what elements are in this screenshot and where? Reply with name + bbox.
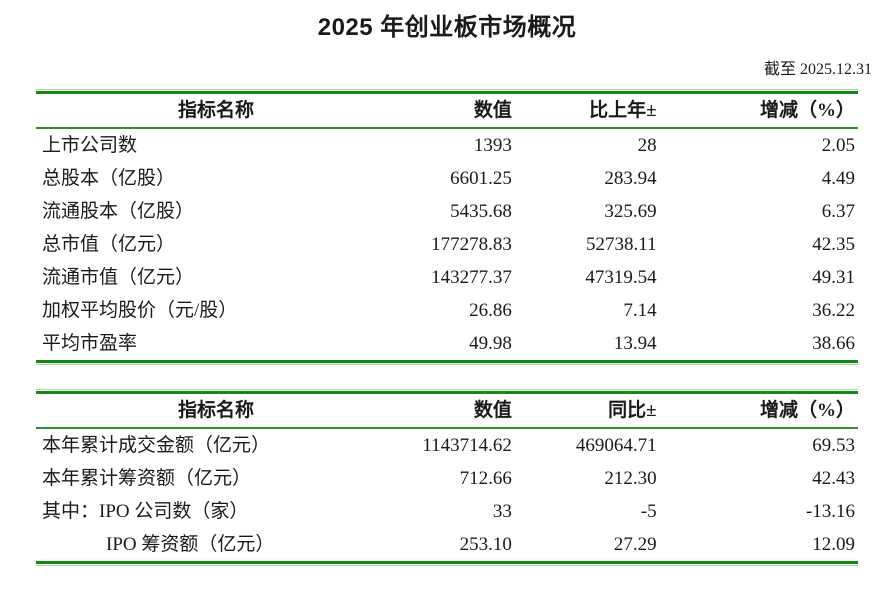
cell-indicator: 上市公司数 xyxy=(42,135,138,156)
cell-pct: 42.43 xyxy=(812,468,855,489)
cell-value: 143277.37 xyxy=(431,267,512,288)
col-header-indicator: 指标名称 xyxy=(36,94,397,129)
cell-pct: 12.09 xyxy=(812,534,855,555)
table-row: 上市公司数 1393 28 2.05 xyxy=(36,128,858,162)
table-row: 总市值（亿元） 177278.83 52738.11 42.35 xyxy=(36,228,858,261)
cell-indicator: 加权平均股价（元/股） xyxy=(42,300,238,321)
cell-change: 469064.71 xyxy=(575,435,657,456)
cell-change: 28 xyxy=(637,135,657,156)
col-header-pct: 增减（%） xyxy=(656,394,858,429)
table-row: IPO 筹资额（亿元） 253.10 27.29 12.09 xyxy=(36,528,858,561)
page: 2025 年创业板市场概况 截至 2025.12.31 指标名称 数值 比上年±… xyxy=(0,11,894,596)
table-row: 平均市盈率 49.98 13.94 38.66 xyxy=(36,327,858,360)
cell-value: 712.66 xyxy=(459,468,512,489)
cell-pct: 38.66 xyxy=(812,333,855,354)
cell-pct: 49.31 xyxy=(812,267,855,288)
cell-indicator: 流通股本（亿股） xyxy=(42,201,195,222)
market-overview-table: 指标名称 数值 比上年± 增减（%） 上市公司数 1393 28 2.05 总股… xyxy=(36,89,858,365)
cell-value: 49.98 xyxy=(469,333,512,354)
cell-indicator: 平均市盈率 xyxy=(42,333,138,354)
cell-value: 5435.68 xyxy=(450,201,512,222)
col-header-value: 数值 xyxy=(396,94,512,129)
cell-change: 13.94 xyxy=(613,333,657,354)
cell-change: 47319.54 xyxy=(585,267,657,288)
cell-indicator: 总股本（亿股） xyxy=(42,168,176,189)
table-row: 本年累计成交金额（亿元） 1143714.62 469064.71 69.53 xyxy=(36,428,858,462)
table-row: 总股本（亿股） 6601.25 283.94 4.49 xyxy=(36,162,858,195)
cell-change: 212.30 xyxy=(604,468,657,489)
cell-pct: -13.16 xyxy=(805,501,855,522)
cell-change: 27.29 xyxy=(613,534,657,555)
table-top-rule xyxy=(36,389,858,394)
col-header-change: 比上年± xyxy=(511,94,657,129)
cell-value: 1143714.62 xyxy=(422,435,512,456)
yearly-cumulative-table: 指标名称 数值 同比± 增减（%） 本年累计成交金额（亿元） 1143714.6… xyxy=(36,389,858,566)
yearly-cumulative-grid: 指标名称 数值 同比± 增减（%） 本年累计成交金额（亿元） 1143714.6… xyxy=(36,394,858,561)
cell-value: 26.86 xyxy=(469,300,512,321)
cell-change: -5 xyxy=(640,501,657,522)
col-header-value: 数值 xyxy=(396,394,512,429)
cell-value: 33 xyxy=(492,501,512,522)
cell-pct: 36.22 xyxy=(812,300,855,321)
cell-change: 7.14 xyxy=(623,300,657,321)
table-row: 本年累计筹资额（亿元） 712.66 212.30 42.43 xyxy=(36,462,858,495)
table-bottom-rule xyxy=(36,360,858,365)
cell-pct: 4.49 xyxy=(821,168,855,189)
col-header-pct: 增减（%） xyxy=(656,94,858,129)
table-row: 流通市值（亿元） 143277.37 47319.54 49.31 xyxy=(36,261,858,294)
cell-value: 1393 xyxy=(473,135,512,156)
cell-change: 283.94 xyxy=(604,168,657,189)
cell-indicator: 本年累计筹资额（亿元） xyxy=(42,468,252,489)
cell-pct: 42.35 xyxy=(812,234,855,255)
cell-indicator: 总市值（亿元） xyxy=(42,234,176,255)
market-overview-grid: 指标名称 数值 比上年± 增减（%） 上市公司数 1393 28 2.05 总股… xyxy=(36,94,858,360)
cell-value: 177278.83 xyxy=(431,234,512,255)
col-header-yoy: 同比± xyxy=(511,394,657,429)
cell-pct: 2.05 xyxy=(821,135,855,156)
table-row: 其中：IPO 公司数（家） 33 -5 -13.16 xyxy=(36,495,858,528)
cell-indicator: 本年累计成交金额（亿元） xyxy=(42,435,271,456)
cell-indicator: 流通市值（亿元） xyxy=(42,267,195,288)
cell-change: 52738.11 xyxy=(586,234,657,255)
cell-indicator: 其中：IPO 公司数（家） xyxy=(42,501,249,522)
table-header-row: 指标名称 数值 比上年± 增减（%） xyxy=(36,94,858,129)
cell-change: 325.69 xyxy=(604,201,657,222)
table-row: 流通股本（亿股） 5435.68 325.69 6.37 xyxy=(36,195,858,228)
table-bottom-rule xyxy=(36,561,858,566)
col-header-indicator: 指标名称 xyxy=(36,394,397,429)
table-row: 加权平均股价（元/股） 26.86 7.14 36.22 xyxy=(36,294,858,327)
as-of-date: 截至 2025.12.31 xyxy=(763,61,872,78)
cell-value: 253.10 xyxy=(459,534,512,555)
cell-pct: 6.37 xyxy=(821,201,855,222)
cell-value: 6601.25 xyxy=(450,168,512,189)
table-top-rule xyxy=(36,89,858,94)
table-header-row: 指标名称 数值 同比± 增减（%） xyxy=(36,394,858,429)
cell-indicator: IPO 筹资额（亿元） xyxy=(106,534,275,555)
page-title: 2025 年创业板市场概况 xyxy=(317,14,577,41)
cell-pct: 69.53 xyxy=(812,435,855,456)
